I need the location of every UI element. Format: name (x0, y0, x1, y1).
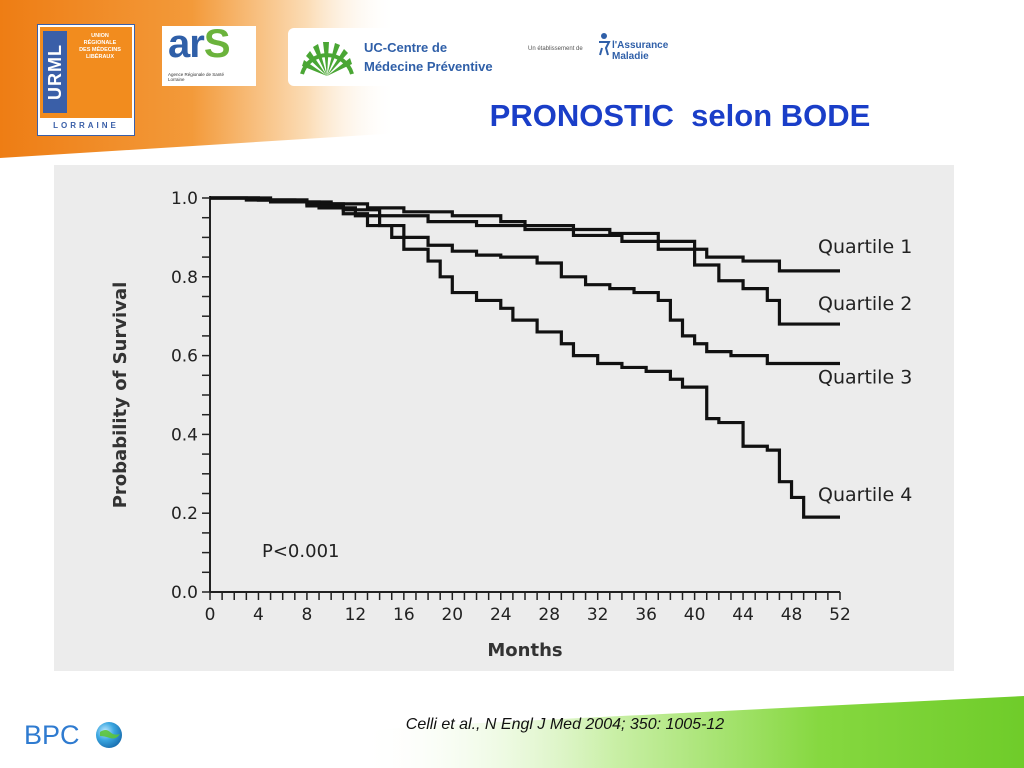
x-tick-label: 24 (490, 605, 512, 625)
bpco-logo: BPC (24, 718, 134, 758)
ars-wordmark: arS (168, 22, 230, 66)
y-tick-label: 1.0 (171, 189, 198, 209)
y-tick-label: 0.4 (171, 425, 198, 445)
chart-background (54, 165, 954, 671)
series-line-quartile-4 (210, 196, 840, 519)
citation: Celli et al., N Engl J Med 2004; 350: 10… (405, 716, 725, 733)
urml-text: UNION RÉGIONALE DES MÉDECINS LIBÉRAUX (79, 33, 121, 60)
ucc-line1: UC-Centre de (364, 40, 448, 55)
p-value-annotation: P<0.001 (262, 541, 339, 562)
assurance-maladie-logo: Un établissement de l'Assurance Maladie (524, 30, 674, 70)
person-icon (599, 33, 611, 56)
y-tick-label: 0.8 (171, 268, 198, 288)
series-label-quartile-2: Quartile 2 (818, 293, 912, 315)
x-tick-label: 36 (635, 605, 657, 625)
globe-icon (96, 722, 122, 748)
bpco-text: BPC (24, 720, 80, 750)
ars-logo: arS Agence Régionale de Santé Lorraine (162, 22, 256, 86)
series-label-quartile-1: Quartile 1 (818, 236, 912, 258)
slide-title: PRONOSTIC selon BODE (489, 98, 871, 133)
survival-chart: 0.00.20.40.60.81.00 4 8 12 16 20 24 28 32 36 40 44 4… (110, 189, 912, 661)
x-tick-label: 44 (732, 605, 754, 625)
x-tick-label: 20 (441, 605, 463, 625)
ucc-line2: Médecine Préventive (364, 59, 493, 74)
ars-tagline: Agence Régionale de Santé Lorraine (168, 72, 225, 82)
sunburst-icon (300, 42, 354, 76)
x-tick-label: 48 (781, 605, 803, 625)
series-line-quartile-3 (210, 196, 840, 366)
x-tick-label: 8 (302, 605, 313, 625)
assurance-prefix: Un établissement de (528, 46, 583, 52)
series-line-quartile-1 (210, 196, 840, 273)
x-tick-label: 16 (393, 605, 415, 625)
x-tick-label: 40 (684, 605, 706, 625)
x-tick-label: 52 (829, 605, 851, 625)
urml-logo: URML UNION RÉGIONALE DES MÉDECINS LIBÉRA… (38, 25, 134, 135)
x-axis-label: Months (487, 640, 562, 661)
footer-band (0, 696, 1024, 768)
y-axis-label: Probability of Survival (110, 282, 131, 509)
x-tick-label: 0 (205, 605, 216, 625)
x-tick-label: 12 (345, 605, 367, 625)
x-tick-label: 32 (587, 605, 609, 625)
series-label-quartile-4: Quartile 4 (818, 484, 912, 506)
y-tick-label: 0.2 (171, 504, 198, 524)
y-tick-label: 0.6 (171, 347, 198, 367)
urml-vertical-text: URML (43, 31, 67, 113)
series-label-quartile-3: Quartile 3 (818, 366, 912, 388)
x-tick-label: 28 (538, 605, 560, 625)
y-tick-label: 0.0 (171, 583, 198, 603)
ucc-logo: UC-Centre de Médecine Préventive (288, 28, 504, 86)
header-band (0, 0, 640, 158)
x-tick-label: 4 (253, 605, 264, 625)
assurance-name: l'Assurance Maladie (612, 40, 669, 62)
urml-region: LORRAINE (40, 118, 132, 133)
